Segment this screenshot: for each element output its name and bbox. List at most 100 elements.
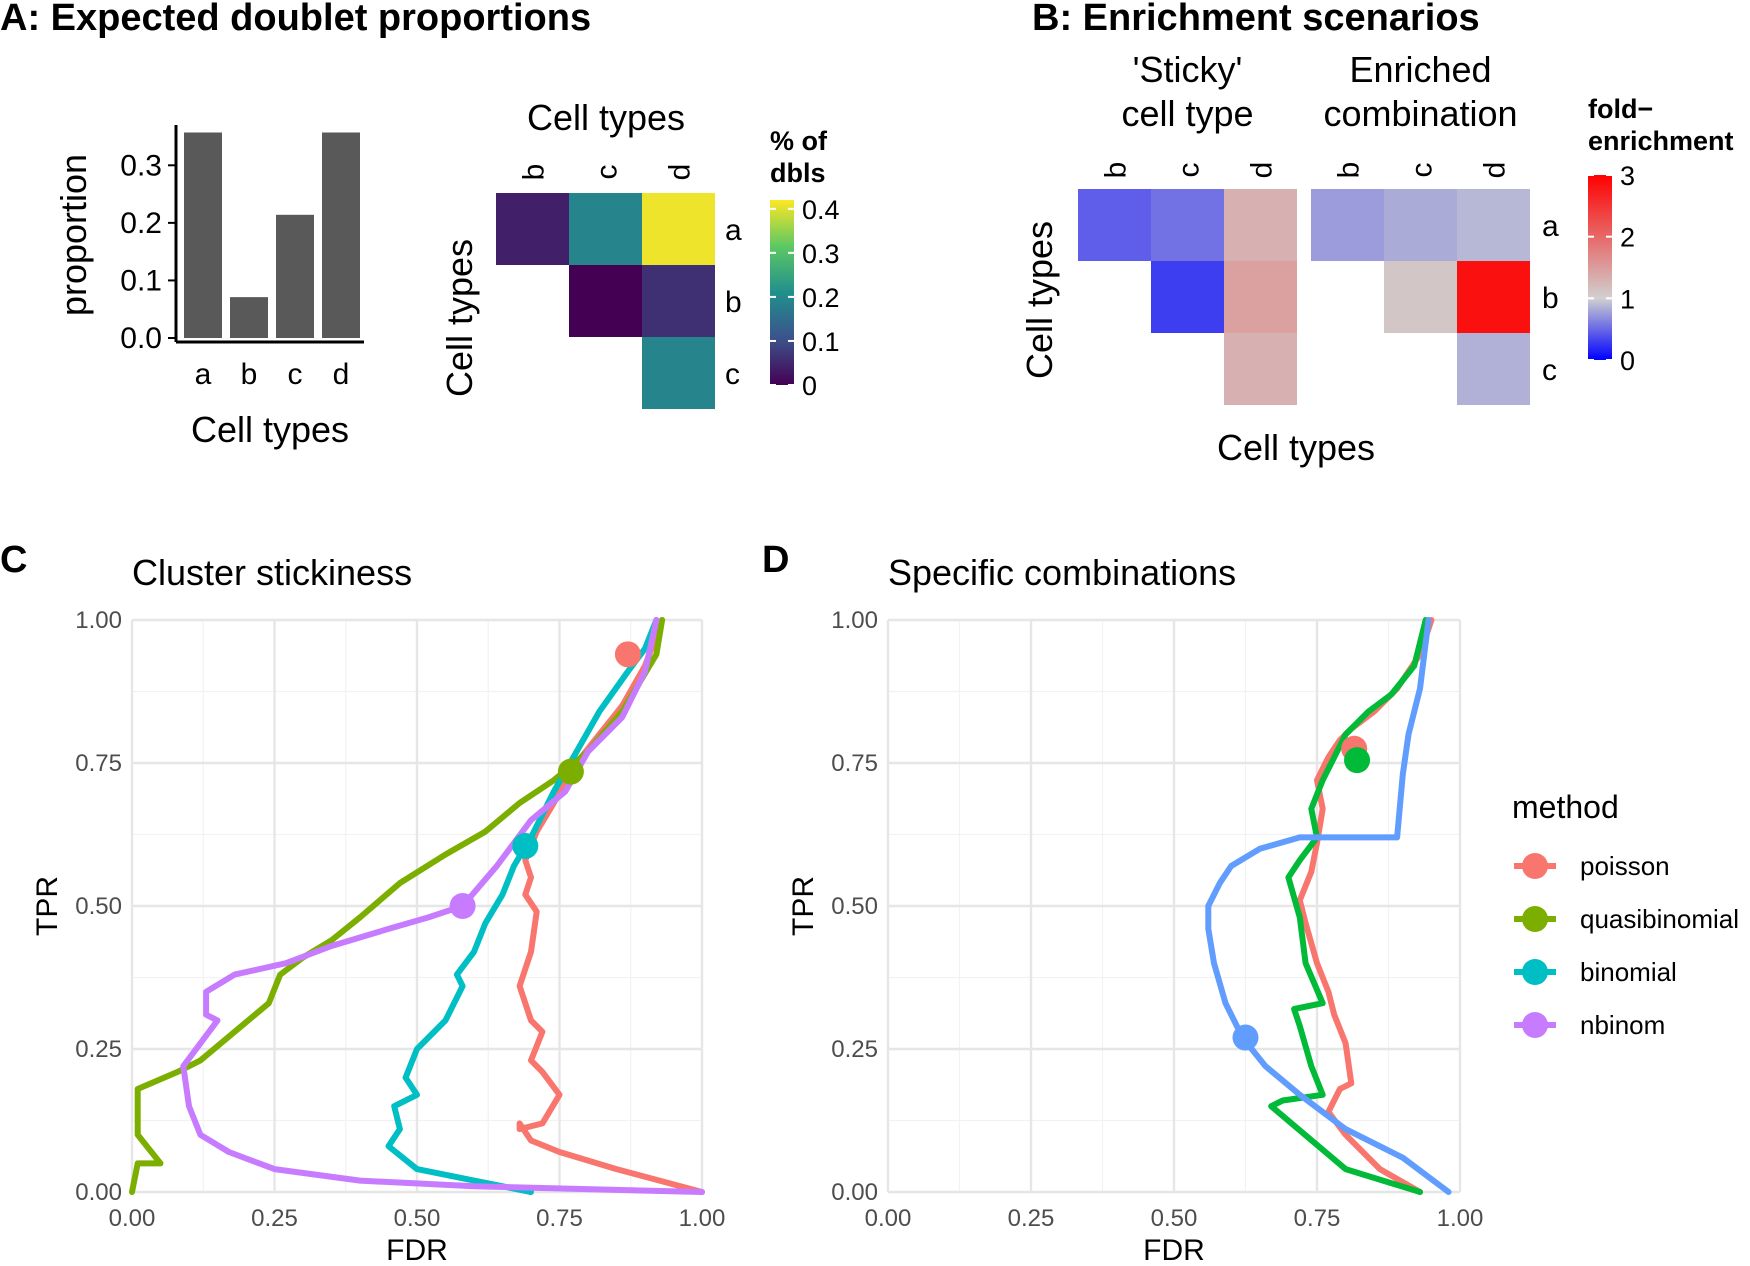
y-tick-label: 0.75	[75, 750, 122, 777]
x-tick-label: 0.25	[251, 1205, 298, 1232]
panel-d-label: D	[762, 539, 789, 581]
bar-b	[230, 297, 268, 338]
heat-cell-ad	[642, 193, 715, 265]
x-tick-label: 0.25	[1008, 1205, 1055, 1232]
row-label: a	[725, 214, 742, 247]
col-label: b	[1333, 162, 1366, 179]
y-tick-label: 1.00	[75, 607, 122, 634]
y-axis-title: TPR	[787, 876, 820, 936]
y-tick-label: 0.25	[75, 1036, 122, 1063]
series-point-quasibinomial	[557, 758, 584, 785]
col-label: c	[1406, 163, 1439, 178]
x-tick-label: 0.75	[1294, 1205, 1341, 1232]
y-tick-label: 0.50	[75, 893, 122, 920]
col-label: d	[1479, 162, 1512, 179]
col-label: c	[591, 165, 624, 180]
colorbar	[770, 200, 794, 385]
panel-c-label: C	[0, 539, 27, 581]
heat-cell-cd	[1457, 333, 1530, 405]
x-axis-title: FDR	[386, 1234, 448, 1266]
y-tick-label: 0.3	[120, 149, 162, 182]
panel-d-roc-chart: 0.000.00 0.25 0.25 0.50 0.50 0.75 0.75 1.00 1.00…	[787, 552, 1483, 1266]
series-point-poisson	[614, 641, 641, 668]
x-axis-title: FDR	[1143, 1234, 1205, 1266]
colorbar-tick-label: 0.3	[802, 239, 840, 269]
panel-a-title: A: Expected doublet proportions	[0, 0, 591, 39]
heat-cell-cd	[642, 337, 715, 409]
row-label: b	[725, 286, 742, 319]
col-label: b	[1100, 162, 1133, 179]
heat-cell-ab	[496, 193, 569, 265]
heat-cell-ad	[1224, 189, 1297, 261]
heatmap-title: Cell types	[527, 97, 685, 138]
y-tick-label: 1.00	[831, 607, 878, 634]
colorbar-title: enrichment	[1588, 126, 1734, 156]
x-tick-label: 1.00	[1437, 1205, 1484, 1232]
chart-title: Cluster stickiness	[132, 552, 412, 593]
facet-title: combination	[1323, 93, 1517, 134]
heat-cell-bd	[642, 265, 715, 337]
legend-key-point-binomial	[1522, 959, 1548, 985]
facet-title: cell type	[1121, 93, 1253, 134]
legend-key-point-nbinom	[1522, 1012, 1548, 1038]
panel-c-roc-chart: 0.000.00 0.25 0.25 0.50 0.50 0.75 0.75 1.00 1.00…	[31, 552, 725, 1266]
panel-a-heatmap: b c d a b c Cell types Cell types 0.4 0.3 0.2 0.1 0%…	[439, 97, 840, 409]
y-axis-title: Cell types	[439, 239, 480, 397]
series-point-binomial	[1232, 1024, 1259, 1051]
colorbar-tick-label: 0.2	[802, 283, 840, 313]
colorbar-title: fold−	[1588, 94, 1653, 124]
colorbar-title: % of	[770, 126, 828, 156]
bar-a	[184, 132, 222, 338]
method-legend: method poisson quasibinomial binomial nbinom	[1512, 789, 1739, 1040]
y-axis-title: TPR	[31, 876, 64, 936]
x-tick-label: 0.00	[865, 1205, 912, 1232]
col-label: d	[1246, 162, 1279, 179]
legend-title: method	[1512, 789, 1619, 825]
colorbar-tick-label: 0.1	[802, 327, 840, 357]
panel-a-bar-chart: a b c d 0.0 0.1 0.2 0.3 Cell types proportion	[53, 125, 364, 450]
y-tick-label: 0.00	[831, 1179, 878, 1206]
y-tick-label: 0.25	[831, 1036, 878, 1063]
heat-cell-bc	[1151, 261, 1224, 333]
heat-cell-ac	[569, 193, 642, 265]
colorbar-tick-label: 0	[802, 371, 817, 401]
heat-cell-ac	[1384, 189, 1457, 261]
colorbar-tick-label: 3	[1620, 161, 1635, 191]
y-axis-title: proportion	[53, 154, 94, 316]
x-tick-label: 0.50	[1151, 1205, 1198, 1232]
bar-d	[322, 132, 360, 338]
col-label: d	[664, 164, 697, 181]
row-label: a	[1542, 210, 1559, 243]
series-line-binomial	[385, 617, 660, 1195]
bar-c	[276, 214, 314, 338]
colorbar-tick-label: 1	[1620, 284, 1635, 314]
legend-key-point-poisson	[1522, 853, 1548, 879]
colorbar-title: dbls	[770, 158, 826, 188]
heat-cell-cd	[1224, 333, 1297, 405]
y-tick-label: 0.1	[120, 264, 162, 297]
heat-cell-bd	[1224, 261, 1297, 333]
x-tick-label: b	[241, 358, 258, 391]
series-point-nbinom	[449, 893, 476, 919]
colorbar-tick-label: 0.4	[802, 195, 840, 225]
col-label: b	[518, 164, 551, 181]
x-axis-title: Cell types	[1217, 427, 1375, 468]
series-line-binomial	[1205, 617, 1452, 1195]
panel-b-title: B: Enrichment scenarios	[1032, 0, 1480, 39]
x-tick-label: c	[288, 358, 303, 391]
legend-label-poisson: poisson	[1580, 851, 1670, 881]
col-label: c	[1173, 163, 1206, 178]
legend-label-quasibinomial: quasibinomial	[1580, 904, 1739, 934]
colorbar-tick-label: 2	[1620, 223, 1635, 253]
row-label: c	[1542, 354, 1557, 387]
heat-cell-ad	[1457, 189, 1530, 261]
panel-b-heatmap: b c d 'Sticky'cell type b c d Enrichedcombinati…	[1019, 49, 1734, 468]
heat-cell-ab	[1078, 189, 1151, 261]
heat-cell-ac	[1151, 189, 1224, 261]
series-point-binomial	[512, 832, 539, 859]
y-tick-label: 0.50	[831, 893, 878, 920]
x-tick-label: a	[195, 358, 212, 391]
x-axis-title: Cell types	[191, 409, 349, 450]
legend-label-nbinom: nbinom	[1580, 1010, 1665, 1040]
y-tick-label: 0.00	[75, 1179, 122, 1206]
